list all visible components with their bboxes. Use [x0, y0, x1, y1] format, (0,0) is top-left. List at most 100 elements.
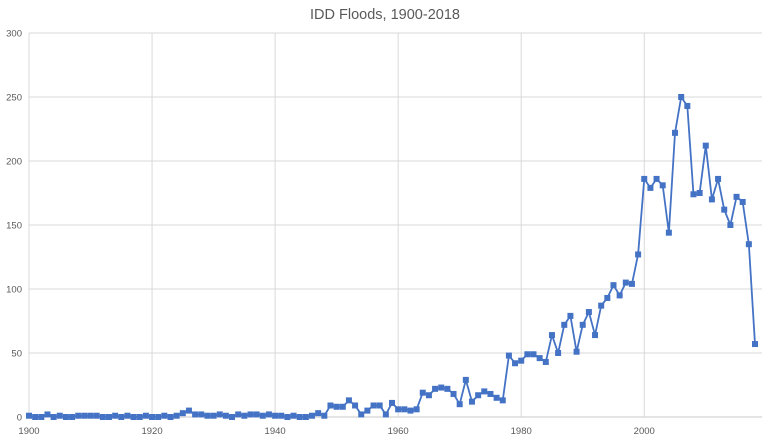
data-point-marker: [401, 406, 408, 413]
data-point-marker: [81, 412, 88, 419]
data-point-marker: [456, 401, 463, 408]
data-point-marker: [161, 412, 168, 419]
data-point-marker: [530, 351, 537, 358]
data-point-marker: [235, 411, 242, 418]
data-point-marker: [321, 412, 328, 419]
data-point-marker: [610, 282, 617, 289]
data-point-marker: [155, 414, 162, 420]
data-point-marker: [561, 321, 568, 328]
data-point-marker: [229, 414, 236, 420]
series-line: [26, 94, 758, 420]
data-point-marker: [592, 332, 599, 339]
data-point-marker: [69, 414, 76, 420]
data-point-marker: [641, 175, 648, 182]
data-point-marker: [358, 411, 365, 418]
data-point-marker: [628, 280, 635, 287]
data-point-marker: [702, 142, 709, 149]
y-tick-label: 200: [6, 157, 22, 168]
data-point-marker: [444, 385, 451, 392]
data-point-marker: [690, 191, 697, 198]
data-point-marker: [438, 384, 445, 391]
data-point-marker: [462, 376, 469, 383]
data-point-marker: [192, 411, 199, 418]
data-point-marker: [389, 399, 395, 406]
data-point-marker: [345, 397, 352, 404]
data-point-marker: [272, 412, 279, 419]
data-point-marker: [56, 412, 63, 419]
data-point-marker: [733, 193, 740, 200]
data-point-marker: [616, 292, 623, 299]
data-point-marker: [567, 312, 574, 319]
y-tick-label: 250: [6, 93, 22, 104]
data-point-marker: [112, 412, 119, 419]
data-point-marker: [672, 129, 679, 136]
data-point-marker: [315, 410, 322, 417]
data-point-marker: [118, 414, 125, 420]
data-point-marker: [26, 412, 32, 419]
data-point-marker: [376, 402, 383, 409]
chart-title: IDD Floods, 1900-2018: [310, 7, 460, 23]
data-point-marker: [136, 414, 143, 420]
data-point-marker: [259, 412, 266, 419]
data-point-marker: [413, 406, 420, 413]
data-point-marker: [247, 411, 254, 418]
data-point-marker: [179, 410, 186, 417]
data-point-marker: [524, 351, 531, 358]
data-point-marker: [216, 411, 223, 418]
data-point-marker: [50, 414, 57, 420]
data-point-marker: [93, 412, 100, 419]
data-point-marker: [290, 412, 297, 419]
data-point-marker: [302, 414, 309, 420]
data-point-marker: [198, 411, 205, 418]
y-tick-label: 150: [6, 221, 22, 232]
data-point-marker: [395, 406, 402, 413]
data-point-marker: [696, 190, 703, 196]
data-point-marker: [678, 94, 685, 100]
data-point-marker: [309, 412, 316, 419]
data-point-marker: [419, 389, 426, 396]
data-point-marker: [339, 403, 346, 410]
data-point-marker: [210, 412, 217, 419]
data-point-marker: [622, 279, 629, 286]
data-point-marker: [727, 222, 734, 228]
data-point-marker: [173, 412, 180, 419]
data-point-marker: [468, 398, 475, 405]
data-point-marker: [265, 411, 272, 418]
data-point-marker: [44, 411, 51, 418]
data-point-marker: [647, 184, 654, 191]
data-point-marker: [579, 321, 586, 328]
data-point-marker: [487, 390, 494, 397]
data-point-marker: [222, 412, 229, 419]
data-point-marker: [185, 407, 192, 414]
data-point-marker: [548, 332, 555, 339]
data-point-marker: [204, 412, 211, 419]
data-point-marker: [253, 411, 260, 418]
data-point-marker: [75, 412, 82, 419]
data-point-marker: [653, 175, 660, 182]
data-point-marker: [278, 412, 285, 419]
data-point-marker: [598, 302, 605, 309]
data-point-marker: [739, 198, 746, 205]
data-point-marker: [635, 251, 642, 258]
data-point-marker: [62, 414, 69, 420]
data-point-marker: [536, 355, 543, 362]
data-point-marker: [432, 385, 439, 392]
y-tick-label: 50: [11, 349, 22, 360]
data-point-marker: [505, 352, 512, 359]
data-point-marker: [382, 411, 389, 418]
data-point-marker: [585, 309, 592, 316]
x-axis-labels: 1900 1920 1940 1960 1980 2000: [18, 426, 654, 437]
data-point-marker: [99, 414, 106, 420]
data-point-marker: [604, 294, 611, 301]
data-point-marker: [745, 241, 752, 248]
data-point-marker: [499, 397, 506, 404]
data-point-marker: [124, 412, 131, 419]
data-point-marker: [708, 196, 715, 203]
data-point-marker: [241, 412, 248, 419]
series-polyline: [28, 96, 756, 418]
data-point-marker: [333, 403, 340, 410]
data-point-marker: [752, 341, 758, 348]
x-tick-label: 1900: [18, 426, 39, 437]
